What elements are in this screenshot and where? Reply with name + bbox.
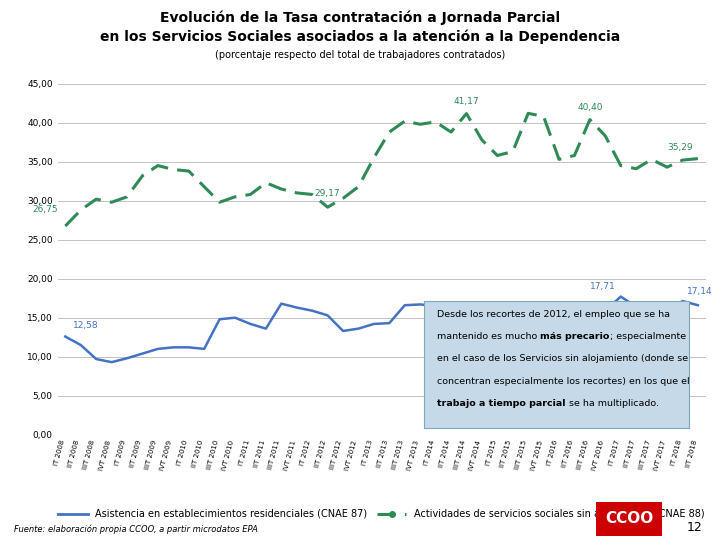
- Text: (porcentaje respecto del total de trabajadores contratados): (porcentaje respecto del total de trabaj…: [215, 50, 505, 60]
- Text: más precario: más precario: [540, 332, 610, 341]
- Text: concentran especialmente los recortes) en los que el: concentran especialmente los recortes) e…: [437, 376, 690, 386]
- Text: en los Servicios Sociales asociados a la atención a la Dependencia: en los Servicios Sociales asociados a la…: [100, 30, 620, 44]
- Text: CCOO: CCOO: [605, 511, 654, 526]
- Text: en el caso de los Servicios sin alojamiento (donde se: en el caso de los Servicios sin alojamie…: [437, 354, 688, 363]
- Text: 17,14: 17,14: [687, 287, 713, 295]
- Text: 12: 12: [686, 521, 702, 534]
- Text: Desde los recortes de 2012, el empleo que se ha: Desde los recortes de 2012, el empleo qu…: [437, 310, 670, 319]
- Text: 41,17: 41,17: [454, 97, 480, 106]
- Legend: Asistencia en establecimientos residenciales (CNAE 87), Actividades de servicios: Asistencia en establecimientos residenci…: [55, 505, 708, 523]
- Text: 40,40: 40,40: [577, 103, 603, 112]
- Text: 35,29: 35,29: [667, 143, 693, 152]
- Text: mantenido es mucho: mantenido es mucho: [437, 332, 540, 341]
- Text: 17,71: 17,71: [590, 282, 616, 291]
- Text: Fuente: elaboración propia CCOO, a partir microdatos EPA: Fuente: elaboración propia CCOO, a parti…: [14, 524, 258, 534]
- Text: se ha multiplicado.: se ha multiplicado.: [565, 399, 659, 408]
- Text: Evolución de la Tasa contratación a Jornada Parcial: Evolución de la Tasa contratación a Jorn…: [160, 11, 560, 25]
- Text: ; especialmente: ; especialmente: [610, 332, 685, 341]
- Text: 26,75: 26,75: [32, 205, 58, 214]
- Text: 12,58: 12,58: [73, 321, 99, 330]
- Text: trabajo a tiempo parcial: trabajo a tiempo parcial: [437, 399, 565, 408]
- Text: 29,17: 29,17: [315, 189, 341, 198]
